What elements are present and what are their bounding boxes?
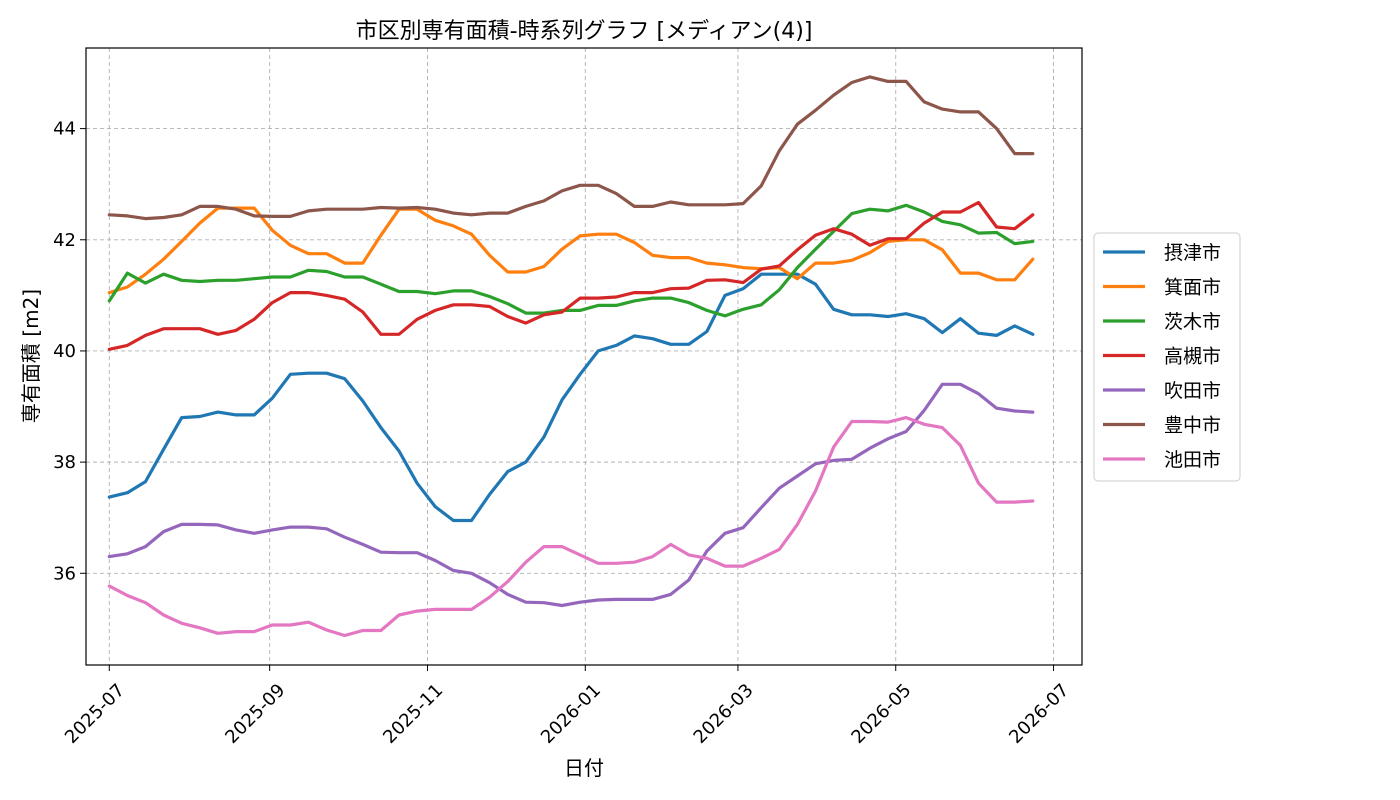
y-tick-label: 38 — [53, 452, 76, 473]
x-axis-label: 日付 — [564, 756, 604, 780]
y-tick-label: 40 — [53, 341, 76, 362]
y-tick-label: 36 — [53, 563, 76, 584]
x-tick-label: 2025-09 — [221, 680, 289, 748]
grid — [86, 48, 1082, 665]
series-line — [107, 416, 1035, 638]
y-tick-label: 44 — [53, 119, 76, 140]
y-axis-ticks: 36 38 40 42 44 — [53, 119, 86, 584]
x-tick-label: 2026-07 — [1005, 680, 1073, 748]
x-tick-label: 2025-11 — [379, 680, 447, 748]
x-axis-ticks: 2025-07 2025-09 2025-11 2026-01 2026-03 2026-… — [61, 665, 1073, 748]
series-line — [107, 272, 1035, 523]
series-line — [107, 203, 1035, 318]
y-tick-label: 42 — [53, 230, 76, 251]
legend-label: 吹田市 — [1164, 380, 1221, 402]
x-tick-label: 2026-01 — [537, 680, 605, 748]
legend-label: 高槻市 — [1164, 346, 1221, 368]
chart-title: 市区別専有面積-時系列グラフ [メディアン(4)] — [356, 19, 813, 44]
legend-label: 茨木市 — [1164, 311, 1221, 333]
series-line — [107, 206, 1035, 295]
y-axis-label: 専有面積 [m2] — [19, 289, 43, 423]
x-tick-label: 2026-05 — [847, 680, 915, 748]
plot-area-frame — [85, 47, 1083, 666]
legend-label: 池田市 — [1164, 449, 1221, 471]
legend-label: 箕面市 — [1164, 277, 1221, 299]
x-tick-label: 2025-07 — [61, 680, 129, 748]
legend-label: 豊中市 — [1164, 415, 1221, 437]
x-tick-label: 2026-03 — [690, 680, 758, 748]
series-lines — [107, 75, 1035, 638]
series-line — [107, 382, 1035, 608]
series-line — [107, 200, 1035, 351]
legend-frame — [1093, 232, 1241, 482]
series-line — [107, 75, 1035, 221]
legend-label: 摂津市 — [1164, 242, 1221, 264]
